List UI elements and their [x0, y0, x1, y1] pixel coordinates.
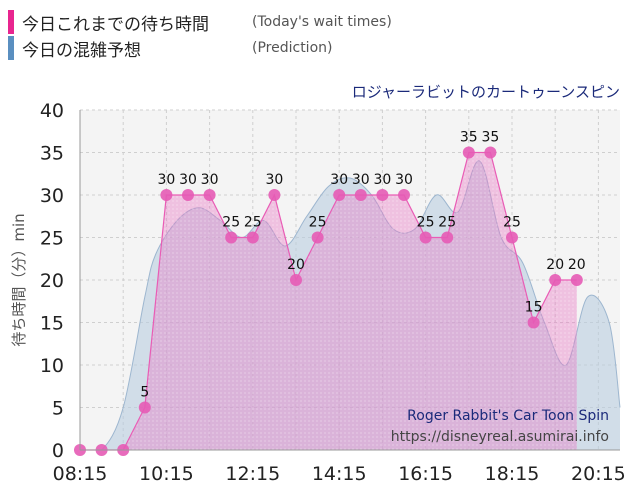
today-point [570, 274, 583, 286]
attraction-name-jp: ロジャーラビットのカートゥーンスピン [352, 83, 620, 101]
data-label: 25 [503, 215, 521, 231]
x-tick-label: 08:15 [53, 463, 108, 485]
data-label: 20 [287, 257, 305, 273]
today-point [419, 231, 432, 244]
today-area-texture [80, 152, 577, 450]
today-point [333, 189, 346, 201]
watermark-url: https://disneyreal.asumirai.info [391, 429, 609, 445]
data-label: 20 [568, 257, 586, 273]
y-tick-label: 0 [52, 440, 64, 462]
data-label: 30 [265, 172, 283, 188]
today-point [290, 274, 302, 286]
data-label: 30 [201, 172, 219, 188]
today-point [138, 401, 151, 414]
today-point [549, 274, 562, 286]
today-point [268, 189, 281, 201]
legend-swatch-prediction [8, 36, 14, 60]
today-point [506, 231, 518, 244]
legend-sub-today: (Today's wait times) [252, 14, 392, 30]
data-label: 30 [330, 172, 348, 188]
y-axis-label: 待ち時間（分）min [10, 213, 28, 346]
legend-item-prediction: 今日の混雑予想 (Prediction) [8, 36, 333, 61]
axes: 0 5 10 15 20 25 30 35 40 08:15 10:15 12:15 14:15 16:1… [40, 100, 626, 485]
y-tick-label: 5 [52, 398, 64, 420]
legend-label-today: 今日これまでの待ち時間 [22, 14, 209, 35]
x-tick-label: 18:15 [485, 463, 540, 485]
data-label: 15 [525, 300, 543, 316]
y-tick-label: 35 [40, 143, 64, 165]
today-point [398, 189, 410, 201]
today-point [246, 231, 259, 244]
today-series [74, 146, 583, 456]
data-label: 5 [140, 385, 149, 401]
today-point [527, 316, 540, 329]
today-point [484, 146, 497, 159]
data-label: 30 [395, 172, 413, 188]
data-label: 30 [179, 172, 197, 188]
data-label: 30 [157, 172, 175, 188]
today-line [80, 151, 577, 451]
y-tick-label: 15 [40, 313, 64, 335]
x-tick-label: 12:15 [225, 463, 280, 485]
legend-sub-prediction: (Prediction) [252, 40, 333, 56]
y-tick-label: 40 [40, 100, 64, 122]
today-point [160, 189, 173, 201]
x-tick-label: 20:15 [571, 463, 626, 485]
today-point [182, 189, 194, 201]
x-tick-label: 16:15 [398, 463, 453, 485]
data-label: 25 [417, 215, 435, 231]
data-label: 25 [309, 215, 327, 231]
legend-swatch-today [8, 10, 14, 34]
data-label: 30 [373, 172, 391, 188]
data-label: 35 [460, 130, 478, 146]
watermark-title: Roger Rabbit's Car Toon Spin [407, 408, 609, 424]
x-tick-label: 14:15 [312, 463, 367, 485]
today-point [225, 231, 238, 244]
today-point [462, 146, 475, 159]
today-point [441, 231, 454, 244]
data-label: 25 [244, 215, 262, 231]
legend-item-today: 今日これまでの待ち時間 (Today's wait times) [8, 10, 392, 35]
today-point [376, 189, 389, 201]
legend-label-prediction: 今日の混雑予想 [22, 40, 141, 61]
y-tick-label: 30 [40, 185, 64, 207]
data-label: 25 [438, 215, 456, 231]
today-point [354, 189, 367, 201]
x-tick-label: 10:15 [139, 463, 194, 485]
y-tick-label: 10 [40, 355, 64, 377]
data-label: 35 [481, 130, 499, 146]
today-point [311, 231, 324, 244]
data-label: 25 [222, 215, 240, 231]
today-point [203, 189, 216, 201]
y-tick-label: 20 [40, 270, 64, 292]
y-tick-label: 25 [40, 228, 64, 250]
data-label: 30 [352, 172, 370, 188]
data-label: 20 [546, 257, 564, 273]
